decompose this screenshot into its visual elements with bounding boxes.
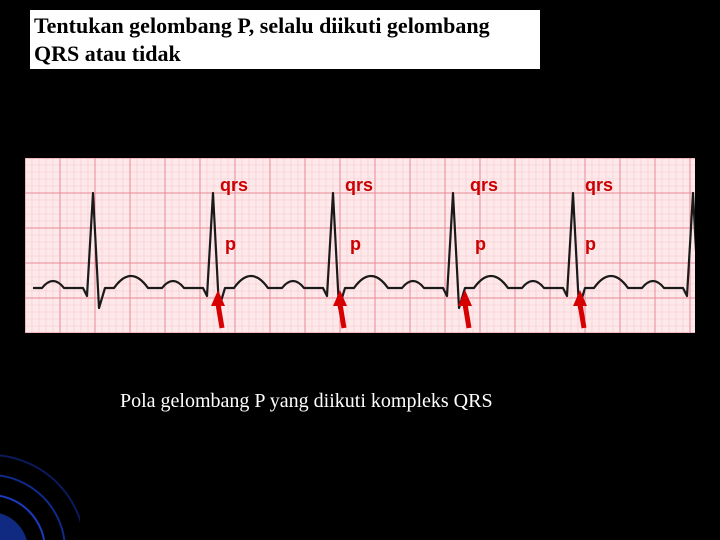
slide-caption: Pola gelombang P yang diikuti kompleks Q…: [120, 390, 493, 413]
ecg-svg: qrs qrs qrs qrs p p p p: [25, 158, 695, 333]
corner-decoration: [0, 380, 80, 540]
svg-text:qrs: qrs: [470, 175, 498, 195]
svg-text:p: p: [585, 234, 596, 254]
svg-text:qrs: qrs: [585, 175, 613, 195]
svg-text:qrs: qrs: [345, 175, 373, 195]
svg-text:qrs: qrs: [220, 175, 248, 195]
svg-text:p: p: [475, 234, 486, 254]
ecg-strip: qrs qrs qrs qrs p p p p: [25, 158, 695, 333]
slide-title: Tentukan gelombang P, selalu diikuti gel…: [30, 10, 540, 69]
svg-text:p: p: [350, 234, 361, 254]
svg-text:p: p: [225, 234, 236, 254]
